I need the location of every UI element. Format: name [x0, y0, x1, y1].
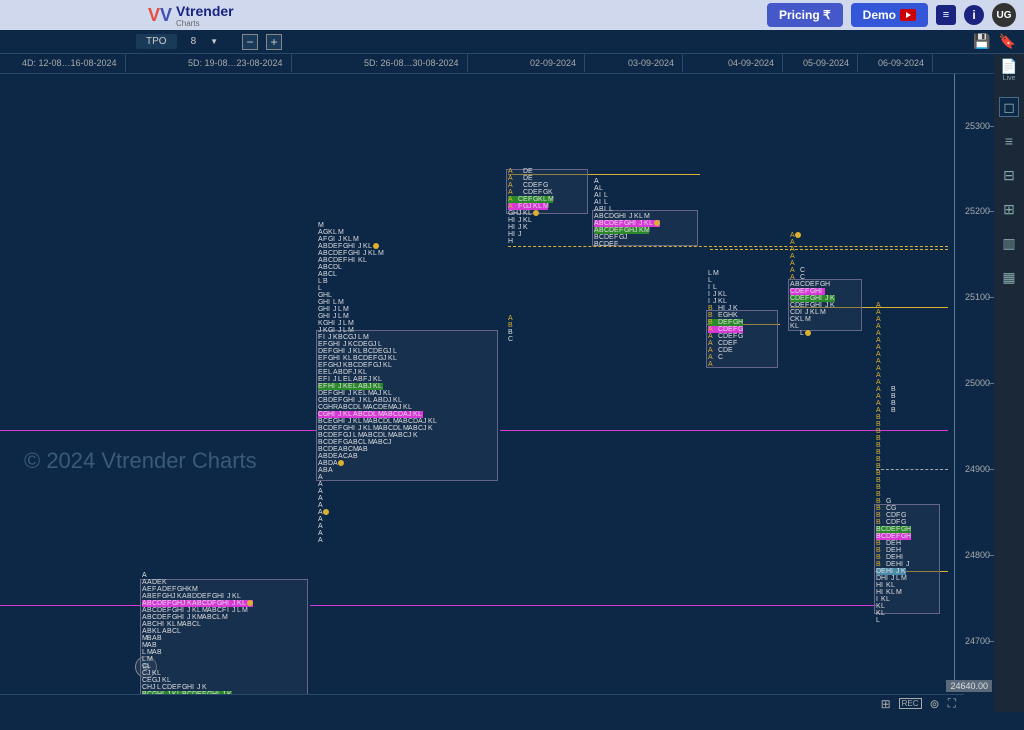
avatar[interactable]: UG: [992, 3, 1016, 27]
date-header: 4D: 12-08…16-08-2024 5D: 19-08…23-08-2024…: [0, 54, 994, 74]
bottom-bar: ⊞ REC ⊚ ⛶: [0, 694, 964, 712]
grid-icon[interactable]: ⊞: [881, 697, 891, 711]
brand-sub: Charts: [176, 19, 234, 28]
reference-line: [508, 246, 948, 247]
y-tick: 25000: [965, 378, 990, 388]
save-icon[interactable]: 💾: [973, 33, 990, 50]
y-tick: 25100: [965, 292, 990, 302]
reference-line: [0, 605, 140, 606]
date-cell: 5D: 26-08…30-08-2024: [356, 54, 468, 72]
top-bar: VV Vtrender Charts Pricing ₹ Demo ≡ i UG: [0, 0, 1024, 30]
main: 4D: 12-08…16-08-2024 5D: 19-08…23-08-2024…: [0, 54, 1024, 712]
watermark: © 2024 Vtrender Charts: [24, 448, 257, 474]
bookmark-icon[interactable]: 🔖: [999, 33, 1016, 50]
date-cell: 5D: 19-08…23-08-2024: [180, 54, 292, 72]
panel-icon-5[interactable]: ▥: [1000, 234, 1018, 252]
brand-name: Vtrender: [176, 3, 234, 19]
panel-icon-2[interactable]: ≡: [1000, 132, 1018, 150]
date-cell: 04-09-2024: [720, 54, 783, 72]
tpo-number: 8: [185, 34, 203, 49]
fullscreen-icon[interactable]: ⛶: [948, 696, 956, 711]
panel-icon-6[interactable]: ▦: [1000, 268, 1018, 286]
target-icon[interactable]: ⊚: [930, 697, 940, 711]
date-cell: 05-09-2024: [795, 54, 858, 72]
y-tick: 24700: [965, 636, 990, 646]
list-icon[interactable]: ≡: [936, 5, 956, 25]
panel-icon-1[interactable]: ◻: [1000, 98, 1018, 116]
info-icon[interactable]: i: [964, 5, 984, 25]
price-cursor: 24640.00: [946, 680, 992, 692]
tpo-label[interactable]: TPO: [136, 34, 177, 49]
date-cell: 4D: 12-08…16-08-2024: [14, 54, 126, 72]
logo: VV Vtrender Charts: [148, 3, 234, 28]
dropdown-icon[interactable]: ▼: [210, 37, 218, 46]
header-right: Pricing ₹ Demo ≡ i UG: [767, 3, 1016, 27]
youtube-icon: [900, 9, 916, 21]
y-tick: 24900: [965, 464, 990, 474]
chart-area: 4D: 12-08…16-08-2024 5D: 19-08…23-08-2024…: [0, 54, 994, 712]
demo-button[interactable]: Demo: [851, 3, 928, 27]
reference-line: [710, 249, 948, 250]
reference-line: [0, 430, 316, 431]
pricing-button[interactable]: Pricing ₹: [767, 3, 843, 27]
plus-button[interactable]: +: [266, 34, 282, 50]
y-tick: 25200: [965, 206, 990, 216]
side-panel: 📄Live ◻ ≡ ⊟ ⊞ ▥ ▦: [994, 54, 1024, 712]
rec-icon[interactable]: REC: [899, 698, 922, 709]
y-tick: 25300: [965, 121, 990, 131]
reference-line: [876, 469, 948, 470]
live-icon[interactable]: 📄Live: [1000, 58, 1018, 82]
date-cell: 02-09-2024: [522, 54, 585, 72]
toolbar: TPO 8 ▼ − + 💾 🔖: [0, 30, 1024, 54]
panel-icon-4[interactable]: ⊞: [1000, 200, 1018, 218]
reference-line: [310, 605, 876, 606]
minus-button[interactable]: −: [242, 34, 258, 50]
y-tick: 24800: [965, 550, 990, 560]
y-axis: 25300 25200 25100 25000 24900 24800 24700: [954, 74, 994, 692]
date-cell: 06-09-2024: [870, 54, 933, 72]
chart-body: © 2024 Vtrender Charts 25300252002510025…: [0, 74, 994, 710]
panel-icon-3[interactable]: ⊟: [1000, 166, 1018, 184]
date-cell: 03-09-2024: [620, 54, 683, 72]
